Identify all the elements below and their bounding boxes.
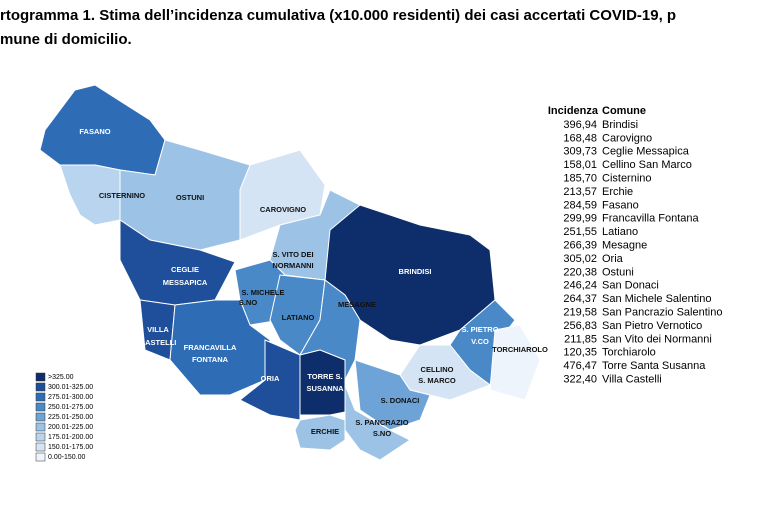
municipality-name: Francavilla Fontana: [602, 213, 699, 225]
municipality-name: Villa Castelli: [602, 374, 662, 386]
legend-label: 250.01-275.00: [48, 404, 93, 411]
map-label: V.CO: [471, 337, 489, 346]
municipality-name: Erchie: [602, 186, 633, 198]
incidence-value: 305,02: [563, 253, 597, 265]
municipality-name: San Pancrazio Salentino: [602, 307, 722, 319]
legend-swatch: [35, 422, 46, 432]
incidence-value: 309,73: [563, 146, 597, 158]
map-label: SUSANNA: [306, 384, 344, 393]
municipality-name: Torre Santa Susanna: [602, 360, 706, 372]
legend-swatch: [35, 442, 46, 452]
municipality-name: Cellino San Marco: [602, 159, 692, 171]
incidence-value: 168,48: [563, 132, 597, 144]
map-label: CEGLIE: [171, 265, 199, 274]
municipality-name: San Pietro Vernotico: [602, 320, 702, 332]
incidence-value: 219,58: [563, 307, 597, 319]
legend-swatch: [35, 452, 46, 462]
map-label: S. VITO DEI: [272, 250, 313, 259]
legend-label: 175.01-200.00: [48, 434, 93, 441]
map-label: CAROVIGNO: [260, 205, 306, 214]
incidence-value: 299,99: [563, 213, 597, 225]
municipality: [344, 384, 411, 461]
incidence-value: 476,47: [563, 360, 597, 372]
map-label: LATIANO: [282, 313, 315, 322]
municipality-name: Torchiarolo: [602, 347, 656, 359]
municipality: [59, 164, 121, 226]
legend-label: 300.01-325.00: [48, 384, 93, 391]
incidence-value: 246,24: [563, 280, 597, 292]
map-label: OSTUNI: [176, 193, 204, 202]
legend-label: >325.00: [48, 374, 74, 381]
incidence-value: 185,70: [563, 173, 597, 185]
municipality-name: Mesagne: [602, 240, 647, 252]
municipality-name: Ostuni: [602, 266, 634, 278]
map-label: VILLA: [147, 325, 169, 334]
legend-label: 225.01-250.00: [48, 414, 93, 421]
legend-label: 200.01-225.00: [48, 424, 93, 431]
municipality-name: Carovigno: [602, 132, 652, 144]
municipality-name: San Michele Salentino: [602, 293, 711, 305]
incidence-value: 213,57: [563, 186, 597, 198]
table-header: Comune: [602, 105, 646, 117]
map-label: NORMANNI: [272, 261, 313, 270]
legend-label: 150.01-175.00: [48, 444, 93, 451]
municipality-name: San Donaci: [602, 280, 659, 292]
map-label: ORIA: [261, 374, 280, 383]
map-label: FONTANA: [192, 355, 229, 364]
map-label: CELLINO: [421, 365, 454, 374]
map-label: S. DONACI: [381, 396, 420, 405]
municipality-name: Brindisi: [602, 119, 638, 131]
map-label: MESSAPICA: [163, 278, 208, 287]
legend-swatch: [35, 402, 46, 412]
map-label: S. PANCRAZIO: [355, 418, 408, 427]
municipality-name: Oria: [602, 253, 624, 265]
incidence-value: 396,94: [563, 119, 597, 131]
table-header: Incidenza: [548, 105, 599, 117]
map-label: S. MARCO: [418, 376, 456, 385]
incidence-value: 264,37: [563, 293, 597, 305]
incidence-value: 322,40: [563, 374, 597, 386]
municipality: [294, 414, 346, 451]
map-label: CISTERNINO: [99, 191, 145, 200]
map-label: CASTELLI: [140, 338, 177, 347]
incidence-value: 284,59: [563, 199, 597, 211]
title-line: rtogramma 1. Stima dell’incidenza cumula…: [0, 7, 676, 24]
legend-swatch: [35, 382, 46, 392]
map-label: S. PIETRO: [461, 325, 498, 334]
legend-swatch: [35, 432, 46, 442]
municipality-name: San Vito dei Normanni: [602, 333, 712, 345]
map-label: S.NO: [239, 298, 258, 307]
municipality: [354, 359, 431, 431]
incidence-value: 256,83: [563, 320, 597, 332]
municipality-name: Latiano: [602, 226, 638, 238]
legend-swatch: [35, 372, 46, 382]
map-label: TORRE S.: [307, 372, 342, 381]
municipality-name: Ceglie Messapica: [602, 146, 690, 158]
map-label: S.NO: [373, 429, 392, 438]
legend-label: 275.01-300.00: [48, 394, 93, 401]
legend-swatch: [35, 392, 46, 402]
map-label: MESAGNE: [338, 300, 376, 309]
map-label: FASANO: [79, 127, 110, 136]
legend-swatch: [35, 412, 46, 422]
incidence-value: 158,01: [563, 159, 597, 171]
incidence-value: 251,55: [563, 226, 597, 238]
incidence-value: 120,35: [563, 347, 597, 359]
incidence-value: 266,39: [563, 240, 597, 252]
incidence-value: 211,85: [564, 333, 597, 345]
map-label: BRINDISI: [399, 267, 432, 276]
municipality-name: Fasano: [602, 199, 639, 211]
municipality: [489, 324, 541, 401]
map-label: S. MICHELE: [242, 288, 285, 297]
municipality-name: Cisternino: [602, 173, 652, 185]
map-label: FRANCAVILLA: [184, 343, 237, 352]
title-line: mune di domicilio.: [0, 31, 132, 48]
map-label: ERCHIE: [311, 427, 339, 436]
incidence-value: 220,38: [563, 266, 597, 278]
map-label: TORCHIAROLO: [492, 345, 548, 354]
legend-label: 0.00-150.00: [48, 454, 85, 461]
